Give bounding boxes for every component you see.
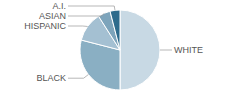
slice [120,10,160,90]
leader-line [68,75,88,79]
slice-label: A.I. [52,1,66,11]
pie [80,10,160,90]
leader-line [68,6,115,10]
slice-label: HISPANIC [24,21,66,31]
slice-label: WHITE [174,45,203,55]
slice-label: BLACK [36,73,66,83]
chart: WHITE BLACK HISPANICASIANA.I. [0,0,240,100]
labels: WHITE BLACK HISPANICASIANA.I. [24,1,203,83]
leader-line [68,13,104,16]
leader-line [68,26,88,27]
leader-line [160,50,172,51]
leader-lines [68,6,172,78]
slice [110,10,120,50]
slice-label: ASIAN [39,11,66,21]
